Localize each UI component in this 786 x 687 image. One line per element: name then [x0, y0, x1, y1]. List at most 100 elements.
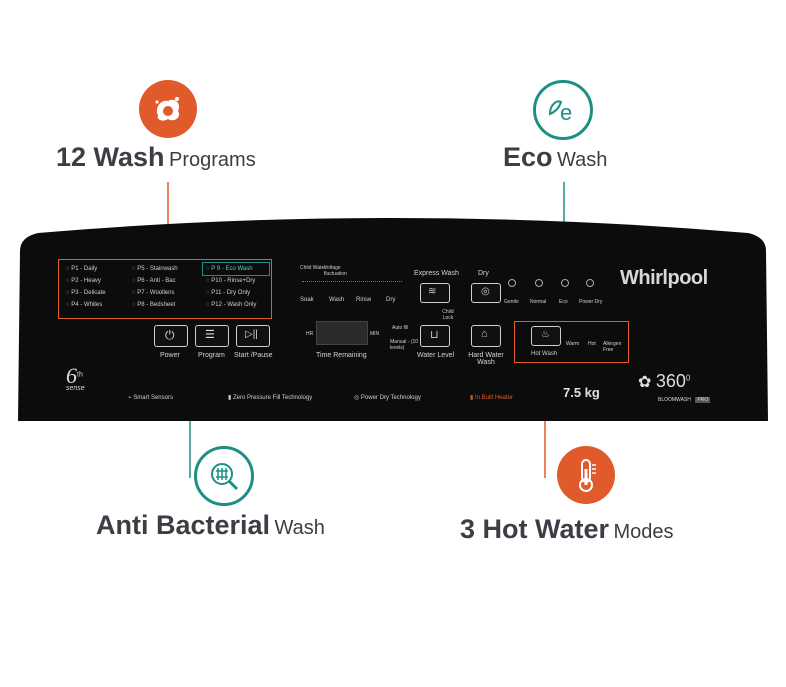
anti-bacterial-icon — [194, 446, 254, 506]
eco-program-box — [202, 262, 270, 276]
hot-mode-allergen: Allergen Free — [603, 341, 622, 353]
program-p3: P3 - Delicate — [71, 290, 106, 296]
sense-word: sense — [66, 385, 85, 392]
program-p7: P7 - Woollens — [137, 290, 175, 296]
footer-zero-pressure: ▮ Zero Pressure Fill Technology — [228, 395, 313, 401]
water-level-icon: ⊔ — [430, 329, 439, 341]
hot-wash-box — [514, 321, 629, 363]
hard-water-button[interactable]: ⌂ — [471, 325, 501, 347]
water-level-button[interactable]: ⊔ — [420, 325, 450, 347]
dry-mode-led-normal — [535, 279, 543, 287]
brand-logo: Whirlpool — [620, 267, 708, 289]
wash-programs-small: Programs — [169, 149, 256, 171]
time-remaining-label: Time Remaining — [316, 352, 367, 359]
bloomwash-degree: 0 — [685, 373, 691, 383]
sense-sup: th — [77, 371, 83, 379]
wash-programs-title: 12 Wash Programs — [56, 142, 256, 173]
sense-number: 6 — [66, 363, 77, 388]
program-label: Program — [198, 352, 225, 359]
bloomwash-logo: ✿ 3600 BLOOMWASH PRO — [638, 371, 711, 406]
control-panel: ◌ P1 - Daily ◌ P2 - Heavy ◌ P3 - Delicat… — [18, 211, 768, 421]
start-pause-button[interactable]: ▷|| — [236, 325, 270, 347]
program-p8: P8 - Bedsheet — [137, 302, 176, 308]
program-col-1: ◌ P1 - Daily ◌ P2 - Heavy ◌ P3 - Delicat… — [66, 266, 106, 308]
water-auto-label: Auto fill — [392, 325, 409, 331]
power-button[interactable]: ⏻ — [154, 325, 188, 347]
hot-mode-warm: Warm — [566, 341, 580, 347]
eco-big: Eco — [503, 142, 553, 172]
program-col-3: ◌ P 9 - Eco Wash ◌ P10 - Rinse+Dry ◌ P11… — [206, 266, 257, 308]
program-p11: P11 - Dry Only — [211, 290, 251, 296]
start-pause-label: Start /Pause — [234, 352, 273, 359]
dry-mode-led-eco — [561, 279, 569, 287]
time-display — [316, 321, 368, 345]
dry-mode-normal: Normal — [530, 299, 547, 305]
hot-water-big: 3 Hot Water — [460, 514, 610, 544]
program-icon: ☰ — [205, 329, 215, 341]
power-icon: ⏻ — [165, 328, 175, 342]
dry-mode-led-power — [586, 279, 594, 287]
bloomwash-pro: PRO — [695, 397, 711, 403]
panel-shape — [18, 218, 768, 421]
bloomwash-flower-icon: ✿ — [638, 374, 652, 391]
hot-water-small: Modes — [613, 521, 674, 543]
program-p12: P12 - Wash Only — [211, 302, 257, 308]
water-manual-label: Manual - (10 levels) — [390, 339, 419, 351]
stage-dry: Dry — [386, 297, 396, 303]
eco-e-icon: e — [533, 80, 593, 140]
display-min-label: MIN — [370, 331, 380, 337]
stain-splash-icon — [139, 80, 197, 138]
bloomwash-number: 360 — [655, 371, 686, 391]
anti-bacterial-small: Wash — [274, 517, 325, 539]
program-p6: P6 - Anti - Bac — [137, 278, 176, 284]
power-dry-label: Power Dry Technology — [360, 395, 421, 401]
eco-small: Wash — [556, 149, 608, 171]
stage-rinse: Rinse — [356, 297, 372, 303]
footer-power-dry: ◎ Power Dry Technology — [354, 395, 421, 401]
hot-mode-hot: Hot — [588, 341, 596, 347]
program-list-box — [58, 259, 272, 319]
dry-mode-power: Power Dry — [579, 299, 603, 305]
eco-title: Eco Wash — [503, 142, 607, 173]
program-p9: P 9 - Eco Wash — [211, 266, 253, 272]
anti-bacterial-title: Anti Bacterial Wash — [96, 510, 325, 541]
dry-mode-led-gentle — [508, 279, 516, 287]
start-pause-icon: ▷|| — [245, 329, 258, 340]
svg-text:e: e — [560, 100, 572, 125]
hot-wash-label: Hot Wash — [531, 351, 558, 357]
bloomwash-text: BLOOMWASH — [658, 397, 691, 403]
water-level-label: Water Level — [417, 352, 455, 359]
program-p1: P1 - Daily — [71, 266, 98, 272]
dry-label: Dry — [478, 270, 489, 277]
smart-sensors-label: Smart Sensors — [133, 395, 173, 401]
hot-wash-icon: ♨ — [541, 329, 550, 340]
footer-heater: ▮ In Built Heater — [470, 395, 513, 401]
sixth-sense-logo: 6th sense — [66, 363, 85, 392]
display-hr-label: HR — [306, 331, 314, 337]
zero-pressure-label: Zero Pressure Fill Technology — [232, 395, 313, 401]
hard-water-label: Hard Water Wash — [468, 352, 504, 366]
anti-bacterial-big: Anti Bacterial — [96, 510, 271, 540]
program-button[interactable]: ☰ — [195, 325, 229, 347]
dry-mode-gentle: Gentle — [504, 299, 519, 305]
stage-leds — [302, 281, 402, 283]
program-p5: P5 - Stainwash — [137, 266, 178, 272]
program-col-2: ◌ P5 - Stainwash ◌ P6 - Anti - Bac ◌ P7 … — [132, 266, 178, 308]
express-wash-button[interactable]: ≋ — [420, 283, 450, 303]
hot-wash-button[interactable]: ♨ — [531, 326, 561, 346]
hard-water-icon: ⌂ — [481, 328, 488, 340]
stage-soak: Soak — [300, 297, 314, 303]
power-label: Power — [160, 352, 180, 359]
program-p2: P2 - Heavy — [71, 278, 101, 284]
dry-button[interactable]: ◎ — [471, 283, 501, 303]
heater-label: In Built Heater — [474, 395, 513, 401]
express-wash-icon: ≋ — [428, 286, 437, 297]
footer-smart-sensors: ⌁ Smart Sensors — [128, 395, 173, 401]
express-wash-label: Express Wash — [414, 270, 459, 277]
hot-water-title: 3 Hot Water Modes — [460, 514, 674, 545]
wash-programs-big: 12 Wash — [56, 142, 165, 172]
capacity-label: 7.5 kg — [563, 385, 600, 400]
thermometer-icon — [557, 446, 615, 504]
program-p4: P4 - Whites — [71, 302, 103, 308]
voltage-label: Voltage fluctuation — [324, 265, 347, 277]
